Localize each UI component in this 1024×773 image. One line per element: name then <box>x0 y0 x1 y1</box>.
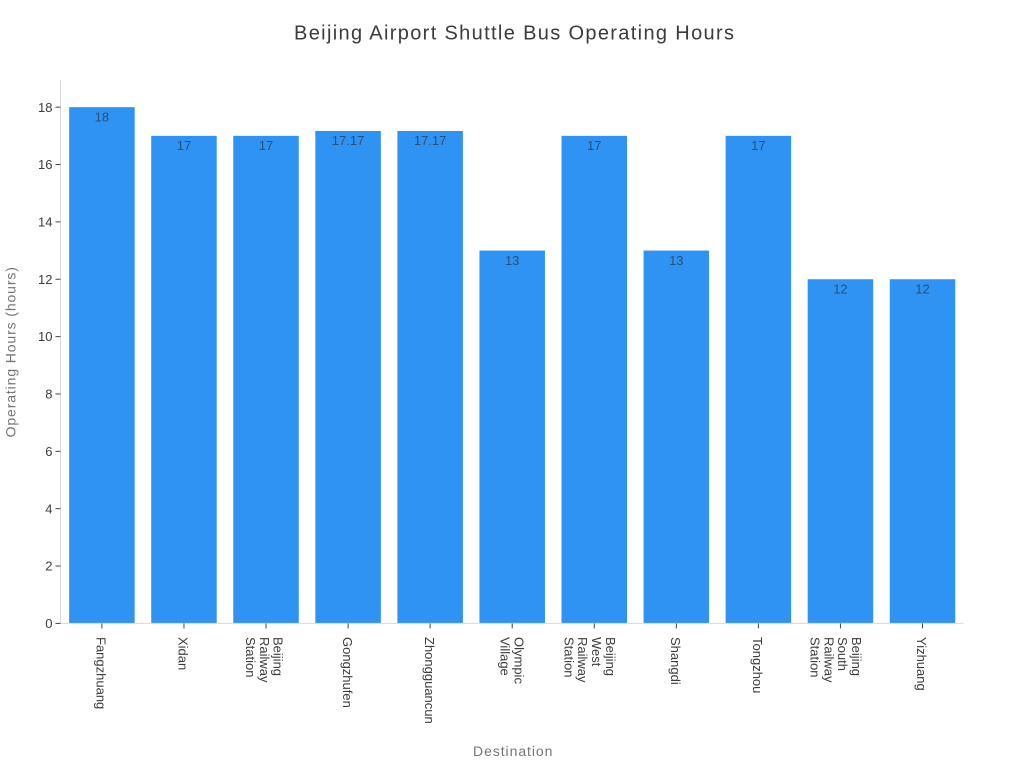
svg-text:Destination: Destination <box>473 743 553 759</box>
svg-text:13: 13 <box>669 253 683 268</box>
svg-text:Gongzhufen: Gongzhufen <box>340 637 355 708</box>
svg-text:12: 12 <box>38 272 52 287</box>
svg-text:18: 18 <box>38 100 52 115</box>
svg-text:17: 17 <box>259 138 273 153</box>
svg-text:13: 13 <box>505 253 519 268</box>
svg-text:4: 4 <box>45 501 52 516</box>
svg-text:16: 16 <box>38 157 52 172</box>
svg-text:12: 12 <box>833 281 847 296</box>
svg-text:18: 18 <box>95 109 109 124</box>
svg-text:17.17: 17.17 <box>414 133 447 148</box>
svg-text:12: 12 <box>915 281 929 296</box>
svg-text:Zhongguancun: Zhongguancun <box>422 637 437 724</box>
svg-text:Tongzhou: Tongzhou <box>750 637 765 693</box>
svg-text:17: 17 <box>177 138 191 153</box>
svg-text:10: 10 <box>38 329 52 344</box>
svg-text:2: 2 <box>45 559 52 574</box>
svg-text:Fangzhuang: Fangzhuang <box>94 637 109 709</box>
svg-text:0: 0 <box>45 616 52 631</box>
svg-text:Shangdi: Shangdi <box>668 637 683 685</box>
svg-text:6: 6 <box>45 444 52 459</box>
svg-text:Operating Hours (hours): Operating Hours (hours) <box>3 266 19 437</box>
svg-text:BeijingWestRailwayStation: BeijingWestRailwayStation <box>561 637 617 683</box>
svg-text:14: 14 <box>38 214 52 229</box>
svg-text:BeijingSouthRailwayStation: BeijingSouthRailwayStation <box>808 637 864 683</box>
svg-text:17: 17 <box>751 138 765 153</box>
svg-text:8: 8 <box>45 387 52 402</box>
svg-text:Xidan: Xidan <box>176 637 191 670</box>
svg-text:Beijing Airport Shuttle Bus Op: Beijing Airport Shuttle Bus Operating Ho… <box>294 23 735 45</box>
svg-text:Yizhuang: Yizhuang <box>914 637 929 691</box>
svg-text:BeijingRailwayStation: BeijingRailwayStation <box>243 637 286 683</box>
svg-text:17.17: 17.17 <box>332 133 365 148</box>
svg-text:OlympicVillage: OlympicVillage <box>498 637 527 684</box>
svg-text:17: 17 <box>587 138 601 153</box>
